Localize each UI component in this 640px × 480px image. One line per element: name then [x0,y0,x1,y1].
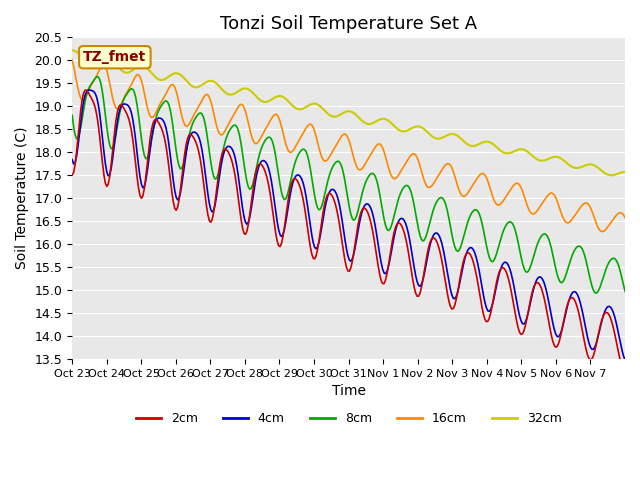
Title: Tonzi Soil Temperature Set A: Tonzi Soil Temperature Set A [220,15,477,33]
4cm [88,88,96,94]
4cm [106,172,113,178]
2cm [621,370,629,376]
4cm [546,305,554,311]
32cm [545,156,552,162]
32cm [353,112,360,118]
32cm [68,48,76,53]
2cm [464,250,472,255]
32cm [87,62,95,68]
4cm [464,248,472,253]
16cm [87,83,95,88]
8cm [621,288,629,294]
32cm [607,172,614,178]
16cm [68,57,76,63]
32cm [462,141,470,146]
Line: 16cm: 16cm [72,60,625,232]
8cm [106,142,113,148]
2cm [618,365,626,371]
Y-axis label: Soil Temperature (C): Soil Temperature (C) [15,127,29,269]
8cm [464,219,472,225]
8cm [354,208,362,214]
Legend: 2cm, 4cm, 8cm, 16cm, 32cm: 2cm, 4cm, 8cm, 16cm, 32cm [131,407,566,430]
16cm [462,192,470,198]
2cm [354,222,362,228]
32cm [104,55,112,61]
8cm [68,112,76,118]
16cm [545,192,552,198]
4cm [68,156,76,162]
8cm [620,282,627,288]
8cm [87,82,95,87]
16cm [618,210,626,216]
4cm [621,357,629,363]
16cm [353,164,360,169]
Line: 32cm: 32cm [72,50,625,175]
Text: TZ_fmet: TZ_fmet [83,50,147,64]
4cm [618,348,626,353]
X-axis label: Time: Time [332,384,365,398]
8cm [546,240,554,246]
16cm [104,73,112,79]
Line: 2cm: 2cm [72,90,625,373]
32cm [621,169,629,175]
2cm [68,172,76,178]
4cm [86,87,93,93]
4cm [354,228,362,234]
2cm [81,87,89,93]
Line: 4cm: 4cm [72,90,625,360]
16cm [598,229,605,235]
8cm [592,290,600,296]
Line: 8cm: 8cm [72,77,625,293]
8cm [93,74,100,80]
2cm [546,325,554,331]
16cm [621,215,629,220]
2cm [88,97,96,103]
2cm [106,174,113,180]
32cm [618,169,626,175]
